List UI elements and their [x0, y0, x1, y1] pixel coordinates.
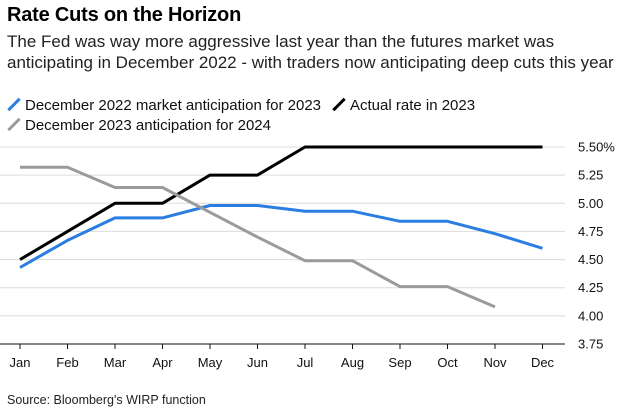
y-tick-label: 5.00 [578, 196, 603, 211]
legend-item-series-1: December 2022 market anticipation for 20… [7, 97, 321, 114]
legend-label: December 2022 market anticipation for 20… [25, 97, 322, 114]
x-tick-label: Jun [247, 355, 268, 370]
y-tick-label: 4.00 [578, 308, 603, 323]
x-tick-label: Dec [531, 355, 555, 370]
y-tick-label: 4.50 [578, 252, 603, 267]
legend-item-series-2: Actual rate in 2023 [332, 97, 475, 114]
chart-subtitle: The Fed was way more aggressive last yea… [7, 32, 614, 72]
chart-title: Rate Cuts on the Horizon [7, 4, 242, 26]
x-tick-label: Mar [104, 355, 127, 370]
x-tick-label: Nov [483, 355, 507, 370]
y-tick-label: 4.25 [578, 280, 603, 295]
y-tick-label: 4.75 [578, 224, 603, 239]
series-line-2022-anticipation [19, 204, 543, 269]
x-tick-label: Oct [437, 355, 458, 370]
y-tick-label: 5.50% [578, 140, 615, 155]
x-tick-label: Feb [56, 355, 78, 370]
x-tick-label: Jan [10, 355, 31, 370]
y-tick-label: 3.75 [578, 337, 603, 352]
source-note: Source: Bloomberg's WIRP function [7, 393, 206, 407]
legend-item-series-3: December 2023 anticipation for 2024 [7, 117, 271, 134]
x-tick-label: May [198, 355, 223, 370]
series-line-actual-rate [19, 145, 543, 261]
legend-label: Actual rate in 2023 [350, 97, 476, 114]
x-tick-label: Jul [297, 355, 314, 370]
x-tick-label: Sep [388, 355, 411, 370]
x-tick-label: Aug [341, 355, 364, 370]
x-tick-label: Apr [152, 355, 173, 370]
legend-label: December 2023 anticipation for 2024 [25, 117, 271, 134]
y-tick-label: 5.25 [578, 168, 603, 183]
series-line-2023-anticipation [20, 165, 496, 309]
